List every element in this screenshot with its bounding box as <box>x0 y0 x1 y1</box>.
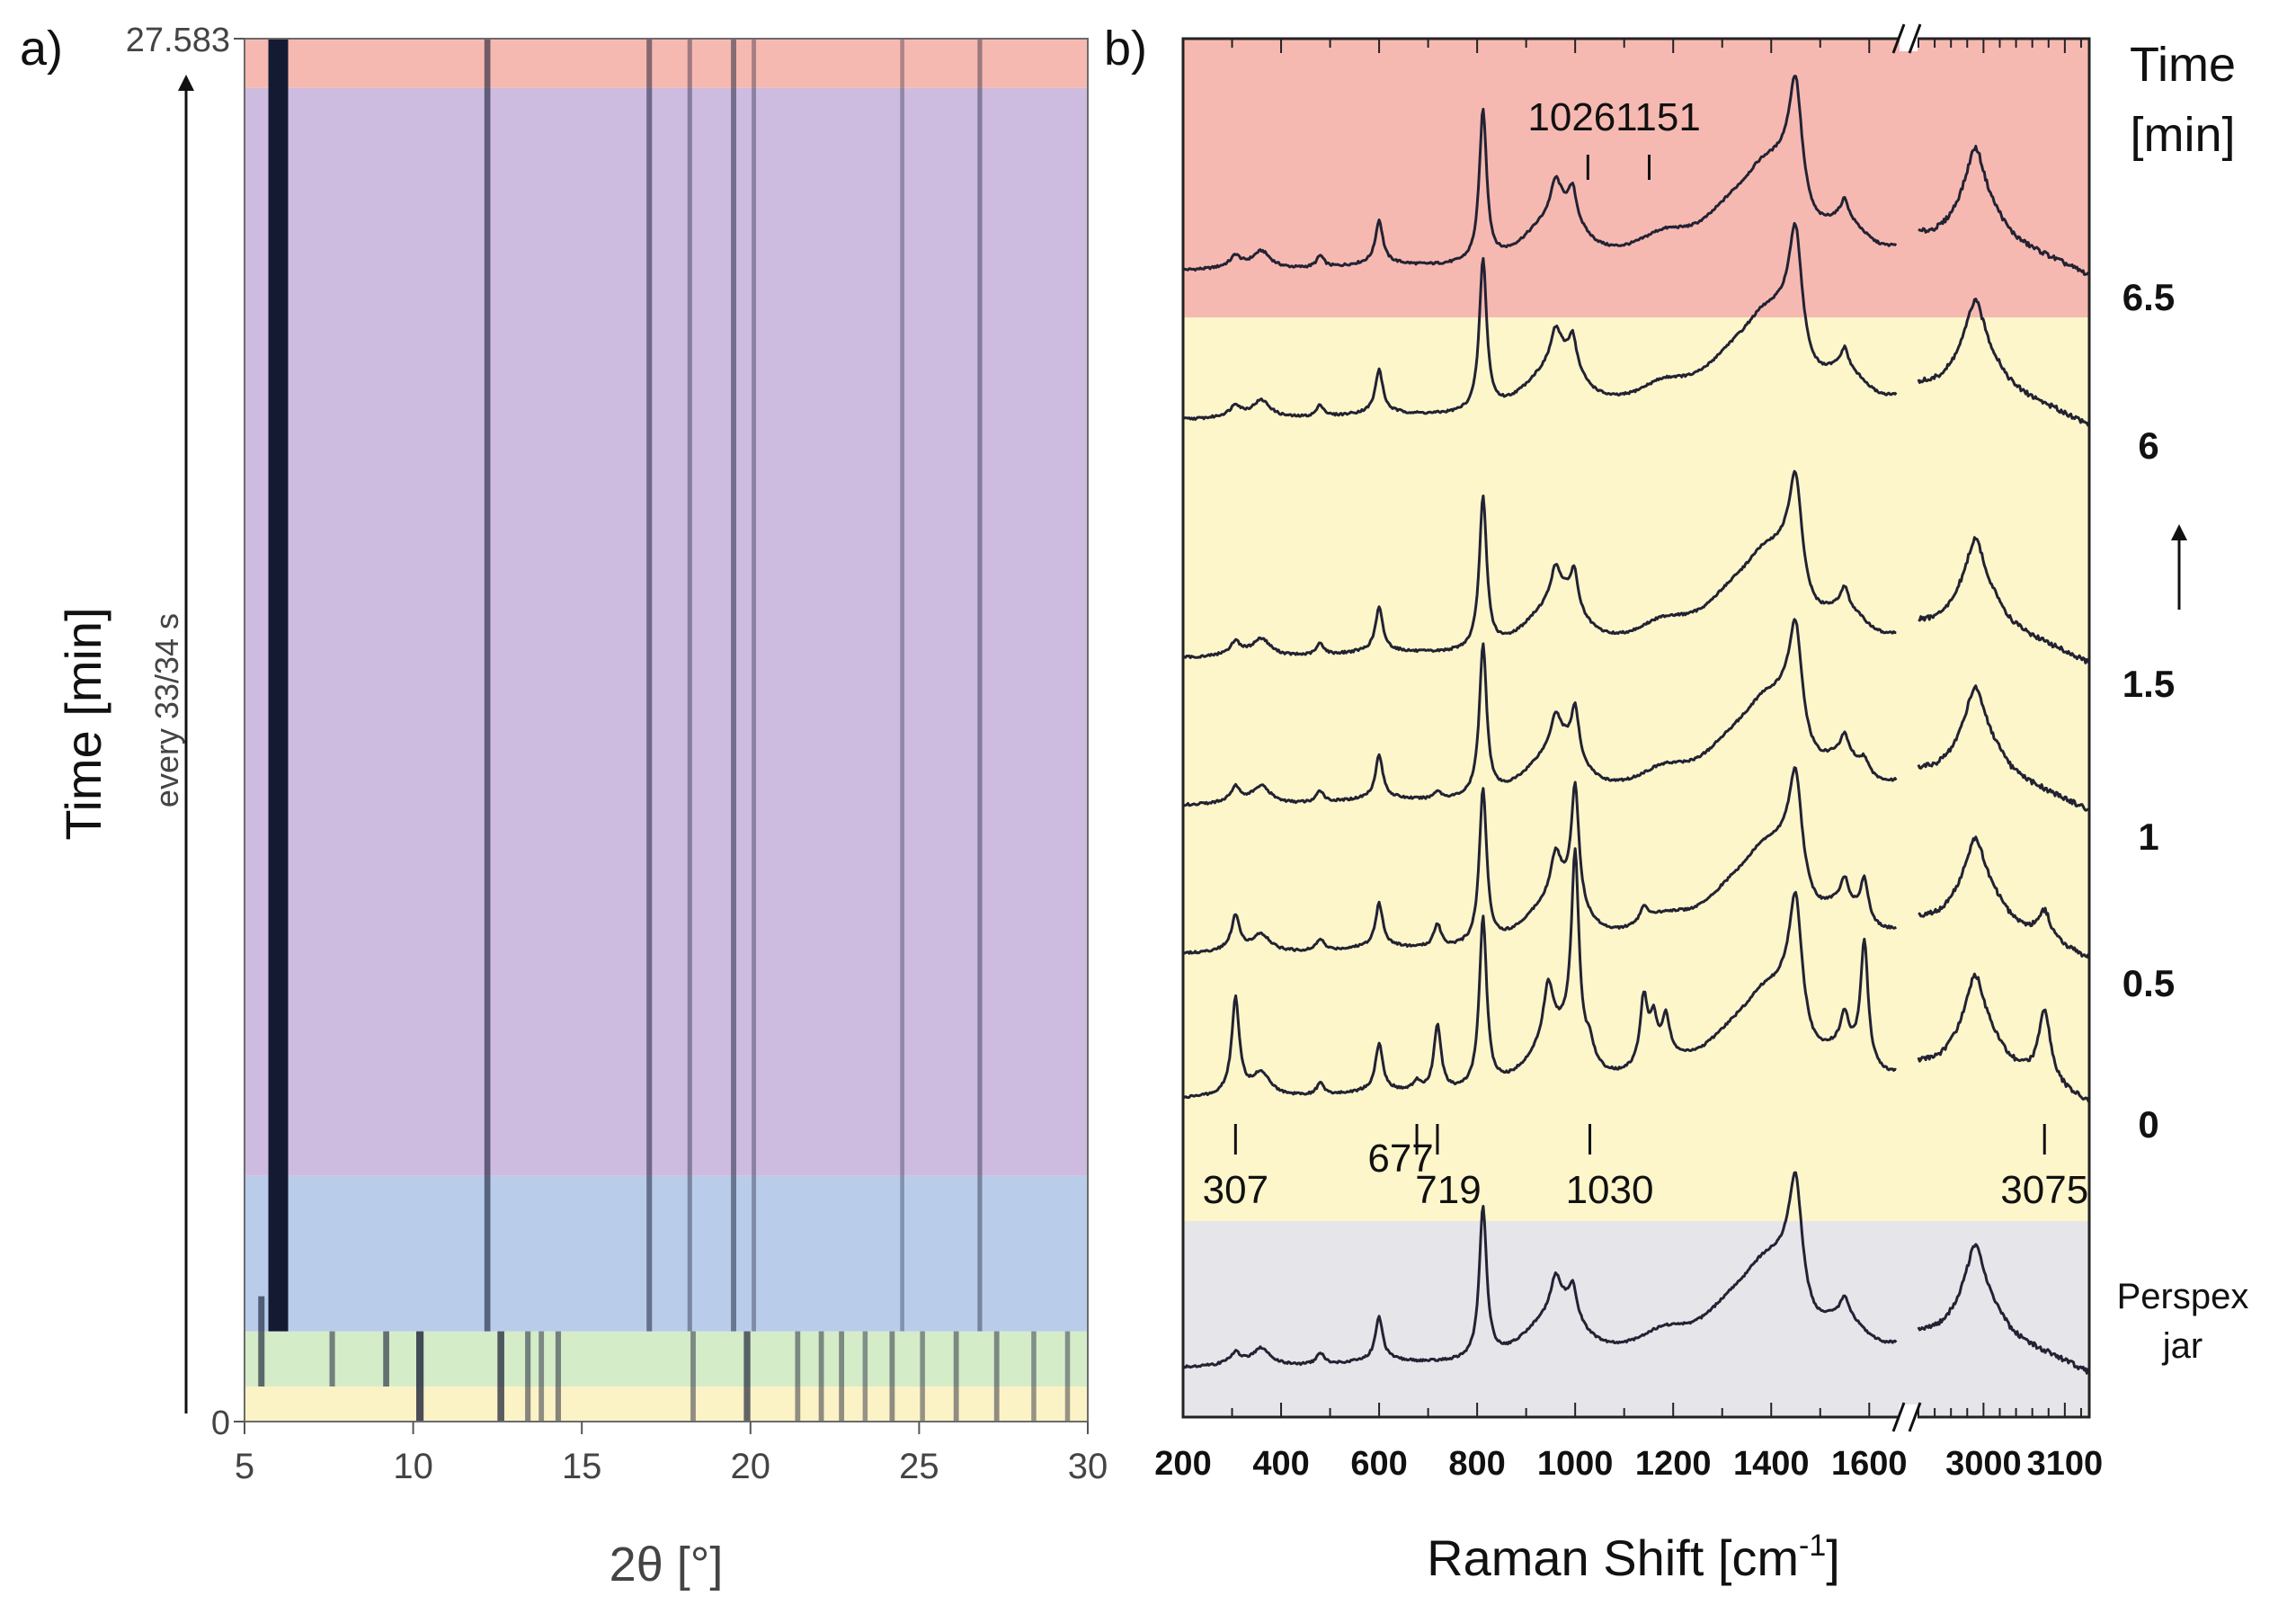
annotation-bottom-label-1: 677 <box>1367 1137 1433 1181</box>
panel-b-band-0 <box>1183 39 2089 317</box>
panel-b-band-2 <box>1183 1221 2089 1417</box>
annotation-top-label-1: 1151 <box>1615 95 1701 139</box>
panel-b-tick-label-400: 400 <box>1252 1445 1309 1483</box>
panel-b-tick-label-1400: 1400 <box>1733 1445 1810 1483</box>
panel-b-tick-label-3100: 3100 <box>2027 1445 2104 1483</box>
panel-b-frame <box>1181 37 2091 1419</box>
annotation-bottom-label-4: 3075 <box>2000 1168 2088 1212</box>
panel-a-xrd-heatmap: a) 5 10 15 20 25 30 0 27.583 2θ [°] Time [min]… <box>20 22 1108 1592</box>
panel-b-label: b) <box>1104 22 1147 76</box>
panel-b-trace-labels: 6.5 6 1.5 1 0.5 0 Perspex jar <box>2117 276 2249 1366</box>
trace-label-6-5: 6.5 <box>2122 276 2175 318</box>
panel-a-x-tick-label-5: 30 <box>1068 1447 1108 1486</box>
annotation-bottom-label-2: 719 <box>1415 1168 1481 1212</box>
trace-label-0: 0 <box>2138 1103 2158 1146</box>
panel-b-tick-label-800: 800 <box>1448 1445 1505 1483</box>
panel-a-band-4 <box>245 39 1088 88</box>
panel-a-x-ticks: 5 10 15 20 25 30 <box>235 1422 1108 1486</box>
panel-a-y-ticks: 0 27.583 <box>126 22 245 1442</box>
spectrum-trace-0 <box>1181 75 2090 276</box>
panel-a-x-label: 2θ [°] <box>610 1538 724 1592</box>
spectrum-trace-1 <box>1182 221 2091 427</box>
panel-b-x-label-main: Raman Shift [cm <box>1427 1529 1799 1586</box>
panel-a-label: a) <box>20 22 63 76</box>
trace-label-jar: jar <box>2162 1326 2203 1366</box>
panel-a-reflections <box>258 39 1071 1422</box>
panel-a-y-tick-label-1: 27.583 <box>126 22 230 59</box>
axis-break-slash-1-b <box>1908 1402 1922 1432</box>
trace-label-perspex: Perspex <box>2117 1277 2249 1316</box>
panel-b-traces <box>1181 75 2091 1375</box>
spectrum-trace-6 <box>1182 1171 2091 1375</box>
panel-a-x-tick-label-1: 10 <box>393 1447 433 1486</box>
panel-a-band-3 <box>245 87 1088 1176</box>
panel-a-y-label: Time [min] <box>55 607 111 840</box>
annotation-top-label-0: 1026 <box>1527 95 1615 139</box>
panel-a-frame <box>244 38 1089 1422</box>
panel-a-y-arrow-label: every 33/34 s <box>148 613 185 807</box>
panel-a-y-tick-label-0: 0 <box>211 1404 230 1442</box>
panel-b-x-label-superscript: -1 <box>1799 1529 1826 1563</box>
panel-b-header-unit: [min] <box>2130 108 2235 162</box>
panel-b-tick-label-1200: 1200 <box>1635 1445 1712 1483</box>
spectrum-trace-5 <box>1182 847 2091 1103</box>
panel-a-x-tick-label-0: 5 <box>235 1447 254 1486</box>
panel-b-axis-break <box>1891 23 1922 1432</box>
panel-a-x-tick-label-2: 15 <box>562 1447 602 1486</box>
panel-b-tick-label-600: 600 <box>1350 1445 1407 1483</box>
annotation-bottom-label-3: 1030 <box>1566 1168 1654 1212</box>
panel-a-x-tick-label-3: 20 <box>731 1447 771 1486</box>
axis-break-slash-1-a <box>1891 1402 1906 1432</box>
annotation-bottom-label-0: 307 <box>1203 1168 1268 1212</box>
axis-break-slash-0-a <box>1891 23 1906 54</box>
trace-label-1: 1 <box>2138 816 2158 858</box>
trace-label-1-5: 1.5 <box>2122 663 2175 705</box>
panel-a-band-2 <box>245 1175 1088 1332</box>
panel-b-header-time: Time <box>2130 38 2236 92</box>
panel-b-ticks: 200 400 600 800 1000 1200 1400 1600 3000 3100 <box>1154 39 2103 1483</box>
panel-b-bands <box>1183 39 2089 1417</box>
panel-b-tick-label-3000: 3000 <box>1945 1445 2022 1483</box>
panel-b-tick-label-200: 200 <box>1154 1445 1211 1483</box>
spectrum-trace-4 <box>1182 766 2091 960</box>
panel-a-band-0 <box>245 1386 1088 1422</box>
trace-label-0-5: 0.5 <box>2122 962 2175 1004</box>
panel-b-x-label: Raman Shift [cm-1] <box>1427 1529 1840 1586</box>
panel-b-tick-label-1600: 1600 <box>1831 1445 1908 1483</box>
spectrum-trace-3 <box>1182 618 2090 812</box>
panel-b-band-1 <box>1183 317 2089 1221</box>
panel-a-x-tick-label-4: 25 <box>899 1447 939 1486</box>
panel-a-band-1 <box>245 1331 1088 1387</box>
panel-b-tick-label-1000: 1000 <box>1537 1445 1614 1483</box>
panel-b-x-label-suffix: ] <box>1826 1529 1840 1586</box>
spectrum-trace-2 <box>1182 469 2090 664</box>
panel-a-bands <box>245 39 1088 1422</box>
axis-break-slash-0-b <box>1908 23 1922 54</box>
trace-label-6: 6 <box>2138 424 2158 467</box>
